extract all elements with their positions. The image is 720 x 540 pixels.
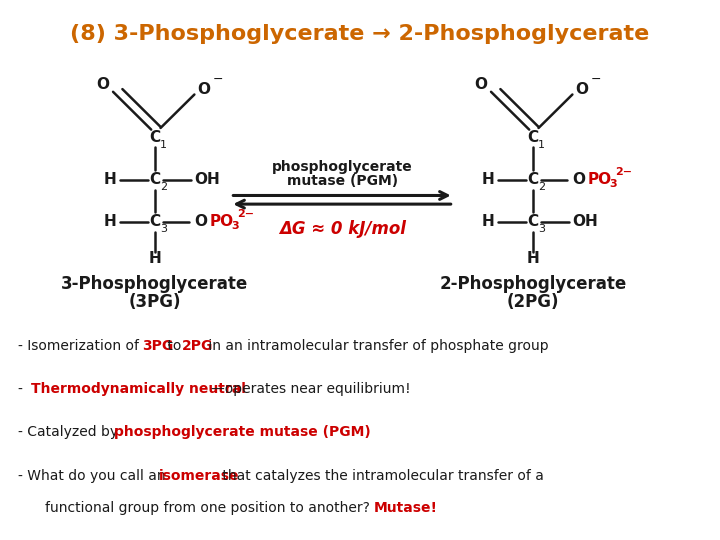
Text: 3: 3	[160, 224, 167, 234]
Text: C: C	[149, 172, 161, 187]
Text: —operates near equilibrium!: —operates near equilibrium!	[211, 382, 410, 396]
Text: functional group from one position to another?: functional group from one position to an…	[45, 501, 374, 515]
Text: OH: OH	[572, 214, 598, 230]
Text: in an intramolecular transfer of phosphate group: in an intramolecular transfer of phospha…	[204, 339, 549, 353]
Text: 1: 1	[538, 140, 545, 150]
Text: 2−: 2−	[616, 167, 633, 177]
Text: 3PG: 3PG	[142, 339, 173, 353]
Text: - Catalyzed by: - Catalyzed by	[18, 425, 122, 439]
Text: phosphoglycerate: phosphoglycerate	[272, 160, 413, 174]
Text: O: O	[197, 82, 210, 97]
Text: C: C	[527, 130, 539, 145]
Text: PO: PO	[588, 172, 612, 187]
Text: −: −	[591, 73, 601, 86]
Text: OH: OH	[194, 172, 220, 187]
Text: O: O	[474, 77, 487, 92]
Text: O: O	[194, 214, 207, 230]
Text: H: H	[104, 172, 117, 187]
Text: H: H	[482, 172, 495, 187]
Text: 2−: 2−	[238, 209, 255, 219]
Text: H: H	[148, 251, 161, 266]
Text: that catalyzes the intramolecular transfer of a: that catalyzes the intramolecular transf…	[218, 469, 544, 483]
Text: (2PG): (2PG)	[507, 293, 559, 311]
Text: 2PG: 2PG	[182, 339, 214, 353]
Text: H: H	[526, 251, 539, 266]
Text: C: C	[149, 130, 161, 145]
Text: mutase (PGM): mutase (PGM)	[287, 174, 398, 188]
Text: ΔG ≈ 0 kJ/mol: ΔG ≈ 0 kJ/mol	[279, 220, 406, 239]
Text: (3PG): (3PG)	[129, 293, 181, 311]
Text: 2-Phosphoglycerate: 2-Phosphoglycerate	[439, 275, 626, 293]
Text: −: −	[213, 73, 223, 86]
Text: O: O	[575, 82, 588, 97]
Text: - What do you call an: - What do you call an	[18, 469, 170, 483]
Text: 3-Phosphoglycerate: 3-Phosphoglycerate	[61, 275, 248, 293]
Text: - Isomerization of: - Isomerization of	[18, 339, 143, 353]
Text: Mutase!: Mutase!	[374, 501, 438, 515]
Text: C: C	[149, 214, 161, 230]
Text: phosphoglycerate mutase (PGM): phosphoglycerate mutase (PGM)	[114, 425, 371, 439]
Text: C: C	[527, 214, 539, 230]
Text: 1: 1	[160, 140, 167, 150]
Text: -: -	[18, 382, 27, 396]
Text: 3: 3	[231, 221, 239, 231]
Text: PO: PO	[210, 214, 234, 230]
Text: H: H	[482, 214, 495, 230]
Text: isomerase: isomerase	[159, 469, 240, 483]
Text: O: O	[572, 172, 585, 187]
Text: Thermodynamically neutral: Thermodynamically neutral	[31, 382, 246, 396]
Text: O: O	[96, 77, 109, 92]
Text: C: C	[527, 172, 539, 187]
Text: H: H	[104, 214, 117, 230]
Text: 2: 2	[538, 182, 545, 192]
Text: 3: 3	[609, 179, 617, 189]
Text: 3: 3	[538, 224, 545, 234]
Text: (8) 3-Phosphoglycerate → 2-Phosphoglycerate: (8) 3-Phosphoglycerate → 2-Phosphoglycer…	[71, 24, 649, 44]
Text: 2: 2	[160, 182, 167, 192]
Text: to: to	[163, 339, 186, 353]
